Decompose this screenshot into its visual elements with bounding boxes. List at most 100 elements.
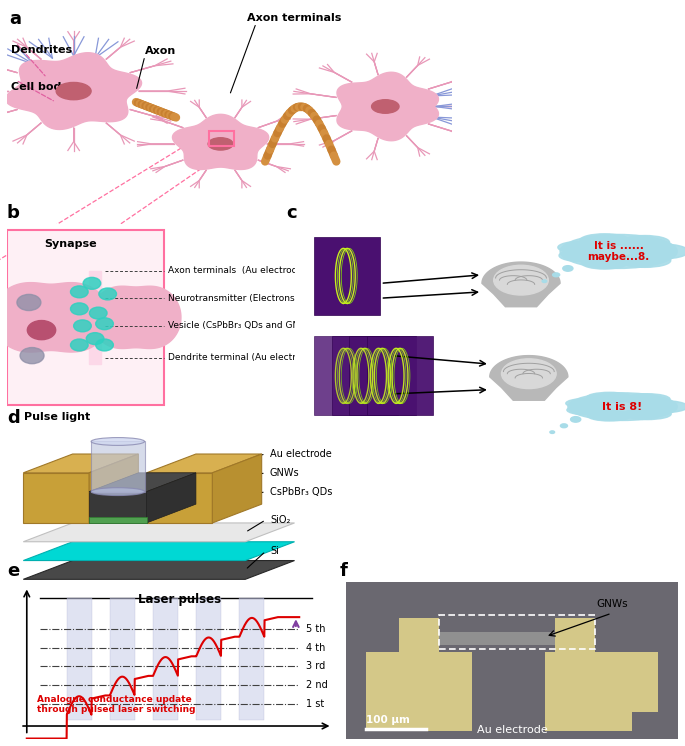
Polygon shape <box>23 523 295 542</box>
Ellipse shape <box>634 401 685 413</box>
Circle shape <box>371 100 399 113</box>
Text: a: a <box>9 10 21 28</box>
Text: Axon: Axon <box>145 46 176 56</box>
Polygon shape <box>147 454 262 473</box>
Polygon shape <box>337 72 438 141</box>
Text: SiO₂: SiO₂ <box>270 515 290 525</box>
Text: Analogue conductance update
through pulsed laser switching: Analogue conductance update through puls… <box>37 695 195 714</box>
Circle shape <box>74 320 91 332</box>
Bar <box>314 336 380 415</box>
Text: It is ......
maybe...8.: It is ...... maybe...8. <box>588 241 650 263</box>
Circle shape <box>553 273 560 277</box>
Polygon shape <box>89 517 147 523</box>
Ellipse shape <box>566 398 608 408</box>
Text: Dendrite terminal (Au electrode): Dendrite terminal (Au electrode) <box>168 354 316 363</box>
Ellipse shape <box>624 394 670 405</box>
Circle shape <box>20 348 44 364</box>
Bar <box>556 618 595 652</box>
Bar <box>366 336 433 415</box>
Polygon shape <box>173 114 269 169</box>
Text: Si: Si <box>270 546 279 557</box>
Polygon shape <box>23 454 138 473</box>
Bar <box>196 598 221 720</box>
Bar <box>314 236 380 316</box>
Text: Dendrites: Dendrites <box>11 45 73 55</box>
Text: Neurotransmitter (Electrons and holes): Neurotransmitter (Electrons and holes) <box>168 294 345 303</box>
Text: Axon terminals  (Au electrode): Axon terminals (Au electrode) <box>168 266 306 275</box>
Polygon shape <box>490 356 568 401</box>
Polygon shape <box>91 286 181 348</box>
Bar <box>66 598 92 720</box>
Text: It is 8!: It is 8! <box>602 401 643 412</box>
Polygon shape <box>23 560 295 580</box>
Polygon shape <box>0 283 110 352</box>
Ellipse shape <box>621 236 669 249</box>
Text: d: d <box>7 410 20 427</box>
Text: Au electrode: Au electrode <box>270 449 332 459</box>
FancyBboxPatch shape <box>7 231 164 404</box>
Bar <box>110 598 135 720</box>
Circle shape <box>96 318 113 330</box>
Bar <box>349 336 416 415</box>
Circle shape <box>71 303 88 315</box>
Polygon shape <box>89 271 101 364</box>
Circle shape <box>90 307 107 319</box>
Text: 2 nd: 2 nd <box>306 680 327 690</box>
Text: c: c <box>287 204 297 222</box>
Text: Au electrode: Au electrode <box>477 725 547 736</box>
Circle shape <box>563 266 573 272</box>
Bar <box>439 615 595 649</box>
Bar <box>153 598 178 720</box>
Ellipse shape <box>623 409 671 419</box>
Text: Cell body: Cell body <box>11 82 69 93</box>
Polygon shape <box>23 473 89 523</box>
Circle shape <box>96 339 113 351</box>
Polygon shape <box>89 492 147 523</box>
Text: Synapse: Synapse <box>45 239 97 248</box>
Bar <box>210 131 234 146</box>
Polygon shape <box>89 473 196 492</box>
Circle shape <box>83 278 101 289</box>
Bar <box>239 598 264 720</box>
Circle shape <box>542 280 547 283</box>
Circle shape <box>571 416 581 422</box>
Circle shape <box>208 138 233 150</box>
Ellipse shape <box>567 405 606 415</box>
Polygon shape <box>89 454 138 523</box>
Text: Axon terminals: Axon terminals <box>247 13 342 22</box>
Text: Pulse light: Pulse light <box>24 413 90 422</box>
Circle shape <box>56 83 91 100</box>
Bar <box>399 618 439 652</box>
Bar <box>332 336 398 415</box>
Text: 5 th: 5 th <box>306 624 325 634</box>
Polygon shape <box>23 542 295 560</box>
Ellipse shape <box>558 242 602 254</box>
Bar <box>632 712 658 731</box>
Circle shape <box>71 339 88 351</box>
Text: 3 rd: 3 rd <box>306 662 325 671</box>
Ellipse shape <box>580 233 630 247</box>
Text: GNWs: GNWs <box>596 598 627 609</box>
Ellipse shape <box>581 256 628 269</box>
Bar <box>545 652 658 731</box>
Circle shape <box>99 288 116 300</box>
Circle shape <box>494 266 548 295</box>
Ellipse shape <box>91 488 145 495</box>
Polygon shape <box>147 473 212 523</box>
Ellipse shape <box>559 250 601 261</box>
Ellipse shape <box>619 254 671 267</box>
Ellipse shape <box>588 410 632 421</box>
Ellipse shape <box>91 438 145 445</box>
Text: b: b <box>7 204 20 222</box>
Polygon shape <box>482 262 560 307</box>
Text: e: e <box>7 562 19 580</box>
Circle shape <box>560 424 567 427</box>
Bar <box>366 652 472 731</box>
Ellipse shape <box>560 234 677 269</box>
Circle shape <box>501 359 556 389</box>
Polygon shape <box>5 53 142 130</box>
Text: f: f <box>339 562 347 580</box>
Text: CsPbBr₃ QDs: CsPbBr₃ QDs <box>270 486 332 497</box>
Ellipse shape <box>586 392 632 403</box>
Ellipse shape <box>630 244 685 259</box>
